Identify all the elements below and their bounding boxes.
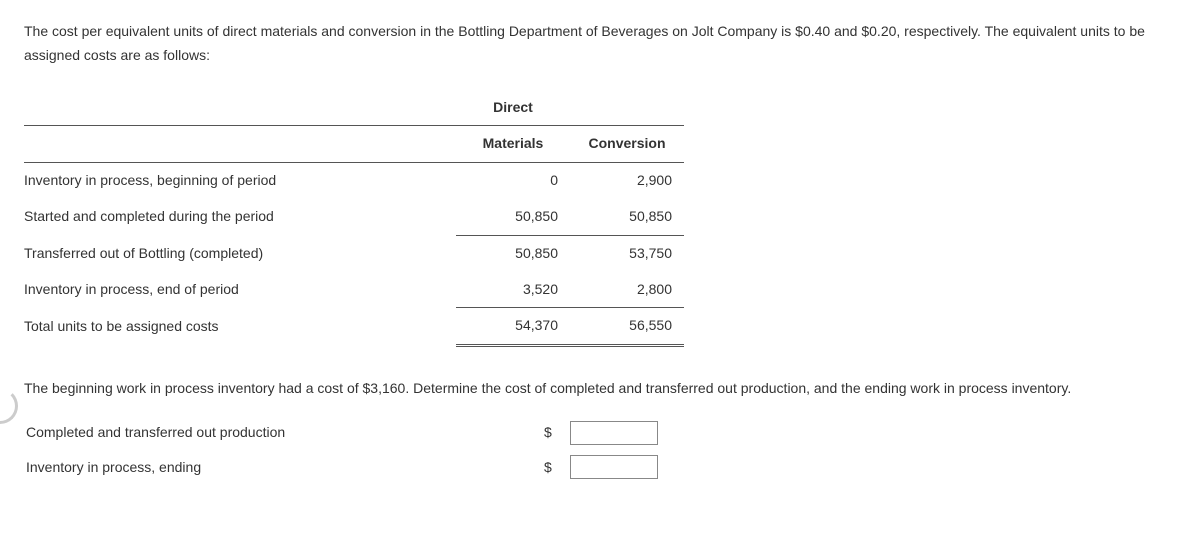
row-label: Inventory in process, end of period [24, 272, 456, 308]
row-label: Inventory in process, beginning of perio… [24, 163, 456, 199]
currency-symbol: $ [536, 451, 560, 483]
answer-label: Inventory in process, ending [26, 451, 534, 483]
problem-intro: The cost per equivalent units of direct … [24, 20, 1176, 68]
answer-table: Completed and transferred out production… [24, 415, 668, 486]
intro-line-1: The cost per equivalent units of direct … [24, 23, 981, 39]
col-header-conversion: Conversion [570, 126, 684, 163]
row-label: Transferred out of Bottling (completed) [24, 235, 456, 271]
row-conv: 56,550 [570, 308, 684, 346]
row-conv: 2,800 [570, 272, 684, 308]
table-row: Inventory in process, beginning of perio… [24, 163, 684, 199]
row-label: Total units to be assigned costs [24, 308, 456, 346]
currency-symbol: $ [536, 417, 560, 449]
loading-spinner-icon [0, 388, 18, 424]
row-dm: 0 [456, 163, 570, 199]
row-conv: 53,750 [570, 235, 684, 271]
answer-row: Inventory in process, ending $ [26, 451, 666, 483]
table-row: Transferred out of Bottling (completed) … [24, 235, 684, 271]
table-row: Started and completed during the period … [24, 199, 684, 235]
row-label: Started and completed during the period [24, 199, 456, 235]
answer-label: Completed and transferred out production [26, 417, 534, 449]
row-dm: 3,520 [456, 272, 570, 308]
table-row: Total units to be assigned costs 54,370 … [24, 308, 684, 346]
completed-transferred-input[interactable] [570, 421, 658, 445]
table-row: Inventory in process, end of period 3,52… [24, 272, 684, 308]
answer-row: Completed and transferred out production… [26, 417, 666, 449]
row-conv: 2,900 [570, 163, 684, 199]
question-text: The beginning work in process inventory … [24, 377, 1176, 401]
row-dm: 54,370 [456, 308, 570, 346]
row-conv: 50,850 [570, 199, 684, 235]
row-dm: 50,850 [456, 199, 570, 235]
col-header-direct: Direct [456, 90, 570, 126]
equivalent-units-table: Direct Materials Conversion Inventory in… [24, 90, 684, 348]
col-header-materials: Materials [456, 126, 570, 163]
row-dm: 50,850 [456, 235, 570, 271]
inventory-ending-input[interactable] [570, 455, 658, 479]
